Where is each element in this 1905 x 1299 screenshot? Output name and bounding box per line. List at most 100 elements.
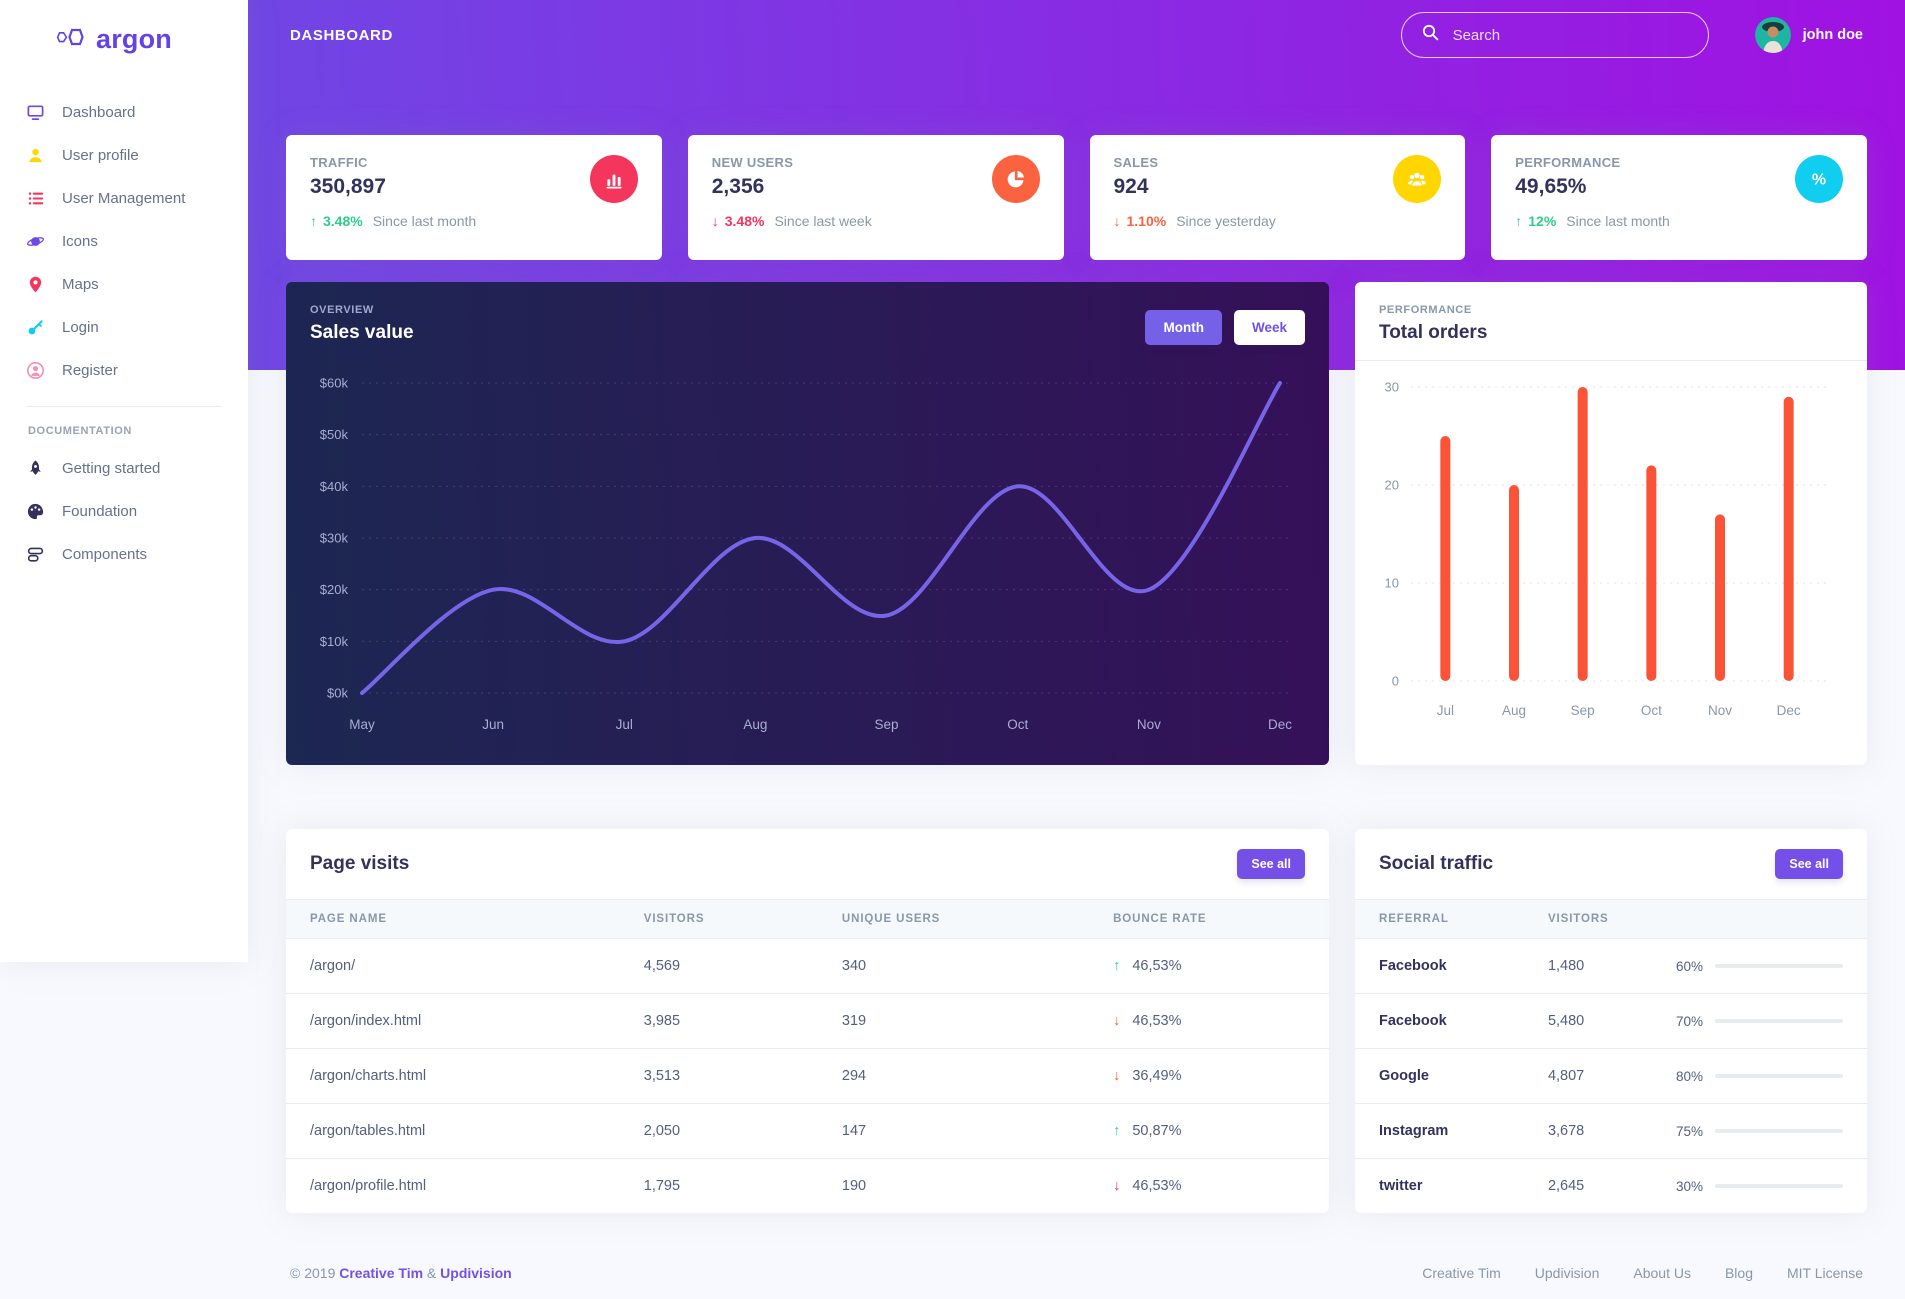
svg-text:Sep: Sep — [1571, 703, 1595, 718]
progress-percent: 70% — [1675, 1013, 1703, 1029]
footer-link-about-us[interactable]: About Us — [1633, 1265, 1691, 1281]
user-menu[interactable]: john doe — [1754, 17, 1863, 53]
sidebar-item-dashboard[interactable]: Dashboard — [0, 91, 248, 134]
progress-percent: 30% — [1675, 1178, 1703, 1194]
arrow-up-icon: ↑ — [310, 213, 317, 229]
sidebar-doc-item-getting-started[interactable]: Getting started — [0, 447, 248, 490]
svg-text:%: % — [1812, 171, 1826, 188]
bounce-rate-value: 46,53% — [1132, 1013, 1182, 1029]
svg-text:20: 20 — [1385, 478, 1399, 493]
sidebar-divider — [26, 406, 222, 407]
brand-logo[interactable]: argon — [0, 0, 248, 91]
bounce-rate-cell: ↑ 50,87% — [1113, 1123, 1305, 1139]
sidebar-doc-item-foundation[interactable]: Foundation — [0, 490, 248, 533]
visitors-cell: 1,795 — [619, 1158, 818, 1213]
stat-label: PERFORMANCE — [1515, 155, 1621, 170]
bounce-rate-cell: ↓ 36,49% — [1113, 1068, 1305, 1084]
list-icon — [26, 189, 45, 208]
page-name-cell: /argon/charts.html — [286, 1048, 620, 1104]
sidebar-item-label: Register — [62, 362, 118, 379]
table-row: /argon/charts.html 3,513 294 ↓ 36,49% — [286, 1048, 1329, 1104]
visitors-cell: 3,678 — [1523, 1103, 1652, 1159]
page-visits-see-all-button[interactable]: See all — [1237, 849, 1305, 879]
bounce-rate-value: 50,87% — [1132, 1123, 1182, 1139]
orders-title: Total orders — [1379, 322, 1488, 343]
planet-icon — [26, 232, 45, 251]
footer-creative-tim-link[interactable]: Creative Tim — [339, 1265, 424, 1281]
stat-delta-pct: 12% — [1528, 213, 1557, 229]
svg-text:Jul: Jul — [616, 717, 633, 732]
referral-cell: Facebook — [1379, 958, 1447, 974]
sidebar-item-label: Maps — [62, 276, 99, 293]
sidebar-item-login[interactable]: Login — [0, 306, 248, 349]
visitors-cell: 4,569 — [643, 958, 681, 974]
user-circle-icon — [26, 361, 45, 380]
sidebar-item-icons[interactable]: Icons — [0, 220, 248, 263]
page-visits-col-header: VISITORS — [619, 899, 818, 939]
visitors-cell: 2,645 — [1523, 1158, 1652, 1213]
page-visits-col-header: BOUNCE RATE — [1089, 899, 1329, 939]
unique-users-cell: 190 — [817, 1158, 1090, 1213]
stat-value: 2,356 — [711, 175, 765, 198]
sales-title: Sales value — [310, 322, 414, 343]
week-button[interactable]: Week — [1233, 310, 1305, 345]
bounce-rate-cell: ↓ 46,53% — [1113, 1178, 1305, 1194]
sidebar-item-user-management[interactable]: User Management — [0, 177, 248, 220]
search-box[interactable] — [1400, 12, 1709, 58]
footer: © 2019 Creative Tim & Updivision Creativ… — [286, 1265, 1867, 1281]
sidebar-doc-item-components[interactable]: Components — [0, 533, 248, 576]
table-row: twitter 2,645 30% — [1355, 1158, 1867, 1213]
referral-cell: Google — [1355, 1048, 1524, 1104]
progress-cell: 30% — [1676, 1179, 1843, 1194]
page-title: DASHBOARD — [290, 26, 393, 44]
social-traffic-see-all-button[interactable]: See all — [1775, 849, 1843, 879]
arrow-up-icon: ↑ — [1113, 958, 1121, 974]
orders-overline: PERFORMANCE — [1379, 304, 1472, 316]
sidebar-item-label: Icons — [62, 233, 98, 250]
svg-text:Nov: Nov — [1708, 703, 1732, 718]
footer-link-updivision[interactable]: Updivision — [1534, 1265, 1600, 1281]
stat-value: 49,65% — [1515, 175, 1587, 198]
table-row: Instagram 3,678 75% — [1355, 1103, 1867, 1159]
social-traffic-title: Social traffic — [1379, 853, 1494, 874]
footer-link-creative-tim[interactable]: Creative Tim — [1422, 1265, 1501, 1281]
table-row: /argon/4,569 340 ↑ 46,53% — [286, 939, 1329, 994]
progress-bar — [1714, 1129, 1843, 1133]
sidebar-item-maps[interactable]: Maps — [0, 263, 248, 306]
svg-text:$30k: $30k — [320, 531, 349, 546]
page-name-cell: /argon/profile.html — [286, 1158, 620, 1213]
sidebar-item-register[interactable]: Register — [0, 349, 248, 392]
progress-percent: 80% — [1675, 1068, 1703, 1084]
month-button[interactable]: Month — [1145, 310, 1222, 345]
sidebar-item-label: Login — [62, 319, 99, 336]
stat-delta: ↓ 3.48% Since last week — [712, 213, 1040, 229]
copyright-amp: & — [426, 1265, 437, 1281]
svg-text:Oct: Oct — [1641, 703, 1662, 718]
total-orders-card: PERFORMANCE Total orders 0 10 20 30 Jul Aug Se… — [1355, 282, 1867, 765]
svg-text:Aug: Aug — [743, 717, 767, 732]
footer-updivision-link[interactable]: Updivision — [440, 1265, 512, 1281]
arrow-down-icon: ↓ — [1113, 1068, 1121, 1084]
svg-text:Aug: Aug — [1502, 703, 1526, 718]
sidebar-item-user-profile[interactable]: User profile — [0, 134, 248, 177]
search-input[interactable] — [1450, 25, 1688, 45]
svg-text:$40k: $40k — [320, 479, 349, 494]
user-name: john doe — [1802, 27, 1863, 43]
avatar — [1754, 17, 1791, 53]
referral-cell: Facebook — [1355, 993, 1524, 1049]
footer-link-mit-license[interactable]: MIT License — [1787, 1265, 1863, 1281]
table-row: /argon/index.html 3,985 319 ↓ 46,53% — [286, 993, 1329, 1049]
footer-link-blog[interactable]: Blog — [1724, 1265, 1753, 1281]
pin-icon — [26, 275, 45, 294]
unique-users-cell: 147 — [817, 1103, 1090, 1159]
bounce-rate-cell: ↑ 46,53% — [1113, 958, 1305, 974]
referral-cell: Instagram — [1355, 1103, 1524, 1159]
svg-text:0: 0 — [1392, 674, 1399, 689]
table-row: Google 4,807 80% — [1355, 1048, 1867, 1104]
unique-users-cell: 294 — [817, 1048, 1090, 1104]
visitors-cell: 5,480 — [1523, 993, 1652, 1049]
pie-chart-icon — [991, 155, 1040, 203]
search-icon — [1422, 24, 1439, 46]
progress-percent: 75% — [1675, 1123, 1703, 1139]
percent-icon: % — [1795, 155, 1843, 203]
